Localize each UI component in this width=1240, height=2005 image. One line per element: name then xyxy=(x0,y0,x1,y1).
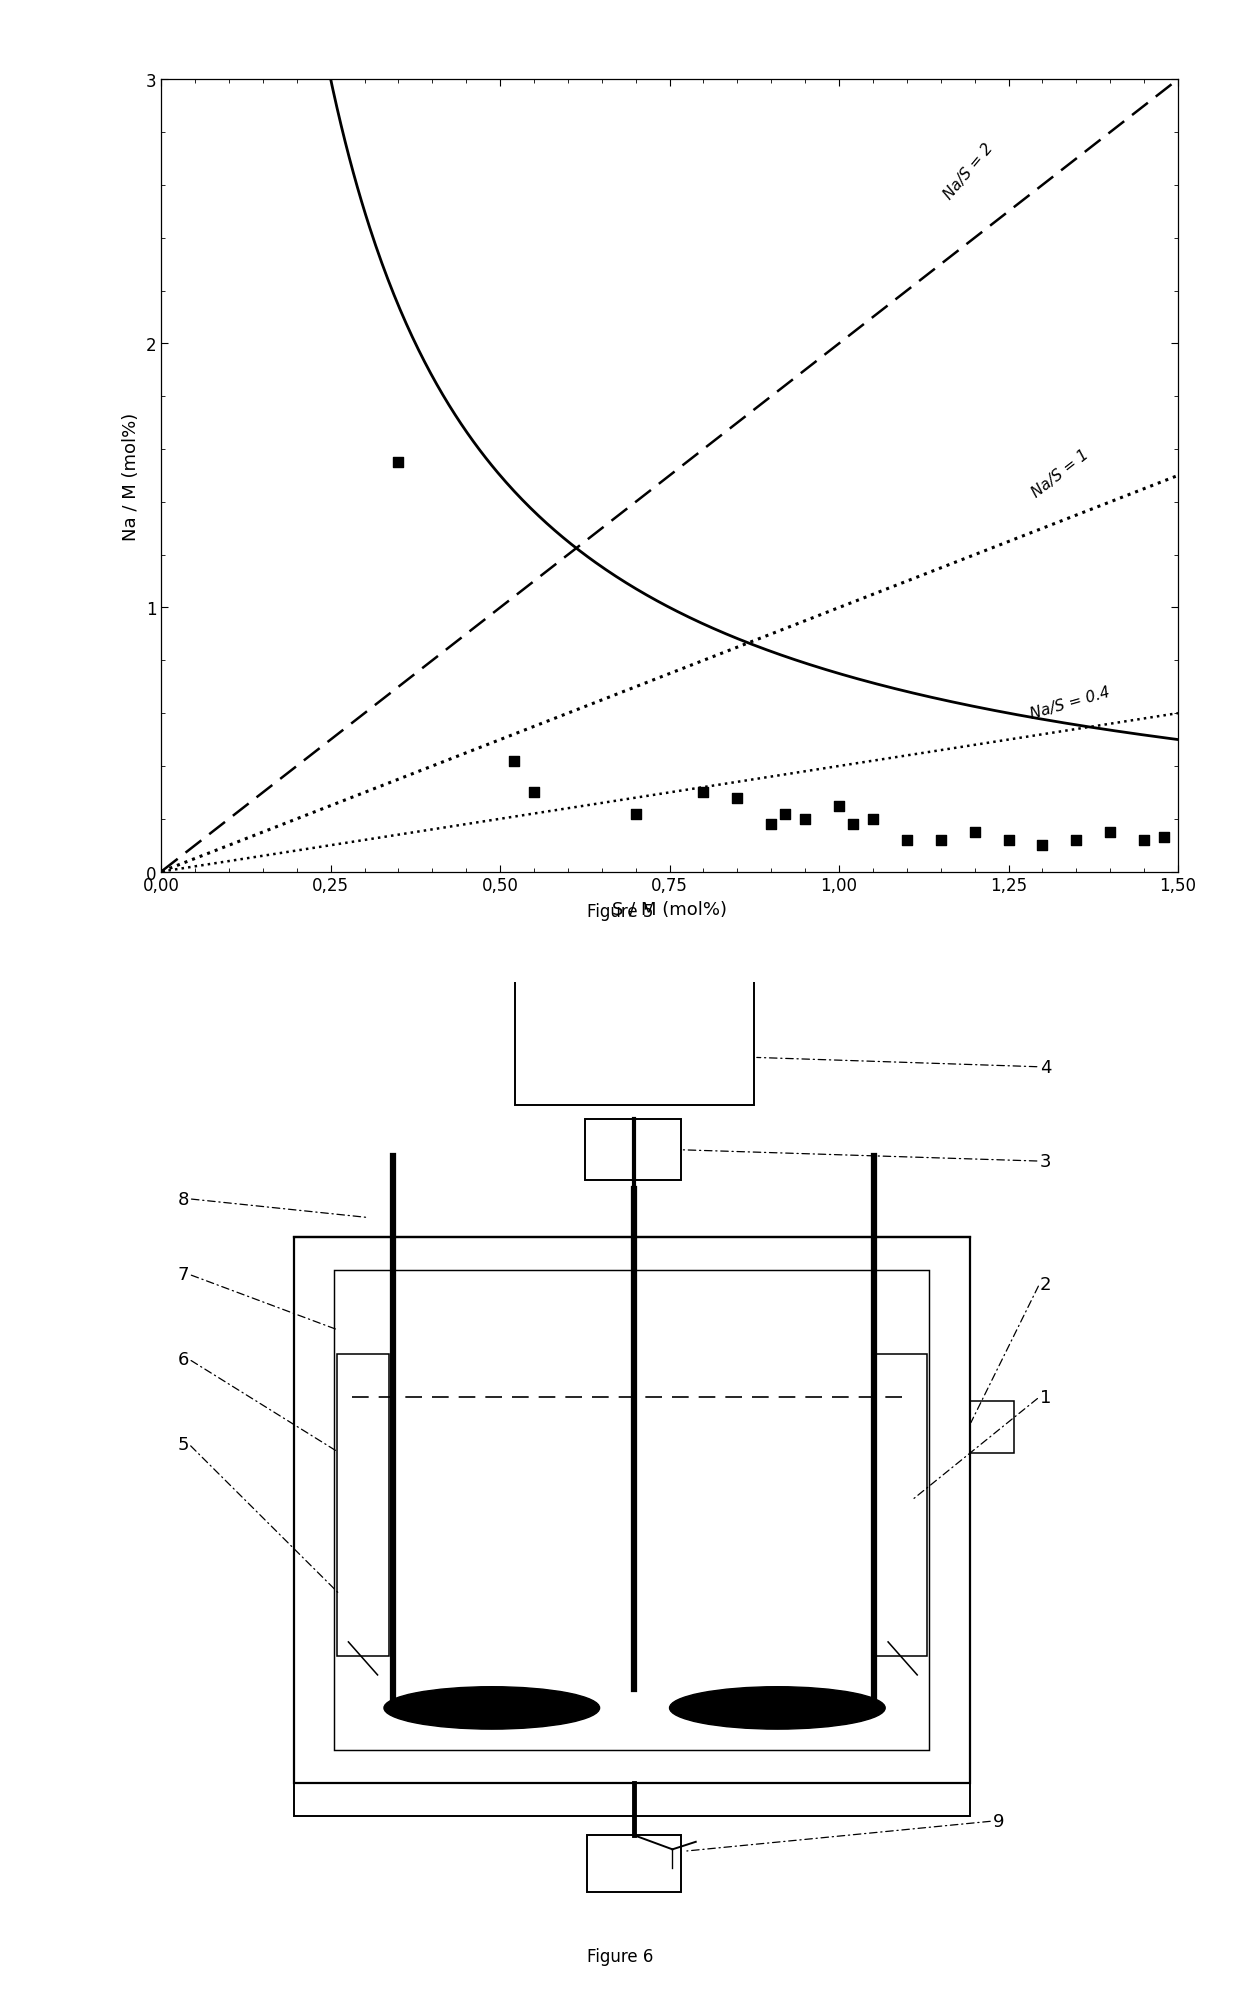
Point xyxy=(1033,830,1053,862)
Text: 1: 1 xyxy=(1039,1387,1052,1406)
Point xyxy=(965,816,985,848)
Text: Na/S = 2: Na/S = 2 xyxy=(941,140,996,203)
Bar xyxy=(335,1269,929,1750)
Text: 9: 9 xyxy=(993,1813,1004,1831)
Point xyxy=(775,798,795,830)
Point xyxy=(931,824,951,856)
Y-axis label: Na / M (mol%): Na / M (mol%) xyxy=(123,413,140,539)
Text: 4: 4 xyxy=(1039,1059,1052,1077)
Bar xyxy=(970,1401,1014,1454)
Bar xyxy=(515,958,754,1105)
Point xyxy=(626,798,646,830)
Text: 7: 7 xyxy=(177,1265,188,1283)
Text: Na/S = 1: Na/S = 1 xyxy=(1029,447,1091,501)
Bar xyxy=(588,1835,681,1893)
Text: Figure 5: Figure 5 xyxy=(587,902,653,920)
Point xyxy=(998,824,1018,856)
Bar xyxy=(585,1119,681,1181)
Text: 2: 2 xyxy=(1039,1275,1052,1293)
Bar xyxy=(294,1784,970,1817)
Text: 3: 3 xyxy=(1039,1153,1052,1171)
Point xyxy=(728,782,748,814)
Point xyxy=(503,746,523,778)
Point xyxy=(843,808,863,840)
Bar xyxy=(874,1355,926,1656)
Point xyxy=(897,824,916,856)
Point xyxy=(761,808,781,840)
Point xyxy=(693,776,713,808)
Text: Figure 6: Figure 6 xyxy=(587,1947,653,1965)
Point xyxy=(1135,824,1154,856)
Point xyxy=(1154,822,1174,854)
Text: 5: 5 xyxy=(177,1436,188,1454)
X-axis label: S / M (mol%): S / M (mol%) xyxy=(613,900,727,918)
Bar xyxy=(294,1237,970,1784)
Point xyxy=(388,447,408,479)
Point xyxy=(863,804,883,836)
Point xyxy=(830,790,849,822)
Point xyxy=(1100,816,1120,848)
Ellipse shape xyxy=(670,1686,885,1728)
Text: 6: 6 xyxy=(177,1351,188,1367)
Point xyxy=(795,804,815,836)
Ellipse shape xyxy=(384,1686,600,1728)
Point xyxy=(1066,824,1086,856)
Text: 8: 8 xyxy=(177,1191,188,1209)
Text: Na/S = 0.4: Na/S = 0.4 xyxy=(1029,686,1112,722)
Point xyxy=(525,776,544,808)
Bar xyxy=(337,1355,389,1656)
